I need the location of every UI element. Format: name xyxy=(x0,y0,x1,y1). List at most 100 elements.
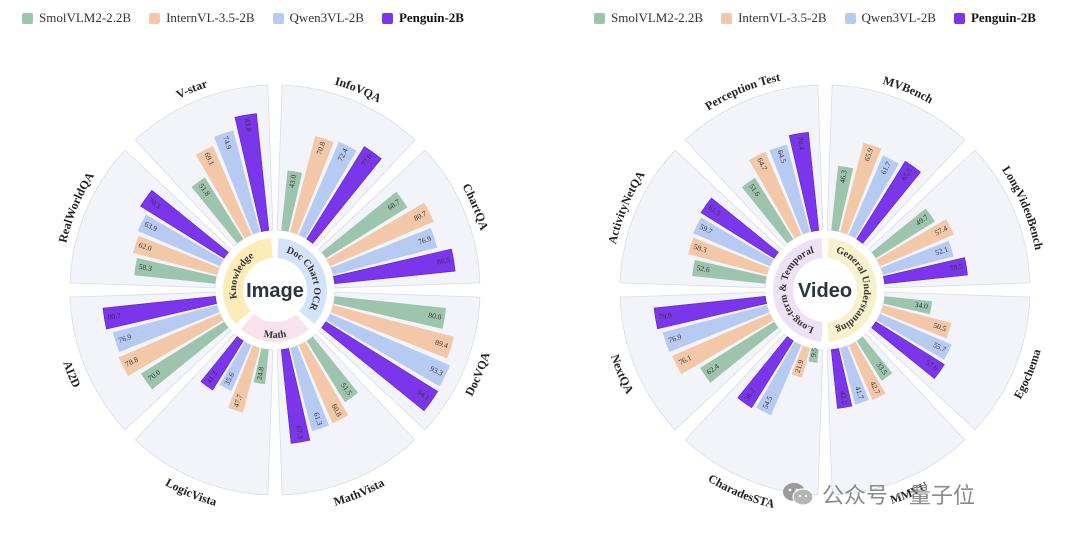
bar-perception-test-qwen3vl-2b xyxy=(769,144,810,235)
bar-activitynetqa-qwen3vl-2b xyxy=(693,217,774,267)
value-label-v-star-qwen3vl-2b: 74.9 xyxy=(221,135,234,151)
legend-swatch xyxy=(594,12,605,24)
bar-v-star-internvl-3-5-2b xyxy=(195,146,252,239)
value-label-mvbench-smolvlm2-2-2b: 46.3 xyxy=(838,169,849,184)
wechat-icon xyxy=(783,483,814,506)
value-label-perception-test-penguin-2b: 70.4 xyxy=(796,136,807,151)
bar-charadessta-smolvlm2-2-2b xyxy=(808,348,819,363)
bar-egochema-penguin-2b xyxy=(871,321,945,379)
bar-v-star-qwen3vl-2b xyxy=(214,130,260,235)
legend-swatch xyxy=(22,12,33,24)
legend-label: InternVL-3.5-2B xyxy=(738,10,827,25)
value-label-docvqa-smolvlm2-2-2b: 80.0 xyxy=(428,311,443,322)
bar-chartqa-qwen3vl-2b xyxy=(330,228,438,275)
value-label-charadessta-smolvlm2-2-2b: 9.5 xyxy=(809,347,819,358)
bar-activitynetqa-smolvlm2-2-2b xyxy=(692,259,767,284)
bar-infovqa-smolvlm2-2-2b xyxy=(281,170,303,232)
value-label-mmvu-penguin-2b: 42.2 xyxy=(838,390,849,405)
legend-item-smolvlm2-2-2b: SmolVLM2-2.2B xyxy=(594,10,703,26)
value-label-mathvista-penguin-2b: 67.3 xyxy=(294,425,305,440)
legend-item-qwen3vl-2b: Qwen3VL-2B xyxy=(272,10,364,26)
bar-mmvu-internvl-3-5-2b xyxy=(848,341,886,401)
bar-mathvista-internvl-3-5-2b xyxy=(298,341,349,424)
group-band-long-term-temporal xyxy=(773,238,823,342)
value-label-longvideobench-penguin-2b: 59.5 xyxy=(949,262,964,273)
value-label-realworldqa-smolvlm2-2-2b: 58.3 xyxy=(138,262,153,273)
bar-mathvista-smolvlm2-2-2b xyxy=(306,336,359,403)
value-label-mvbench-internvl-3-5-2b: 65.9 xyxy=(862,147,875,163)
value-label-docvqa-internvl-3-5-2b: 89.4 xyxy=(434,338,450,351)
bar-logicvista-qwen3vl-2b xyxy=(219,341,252,391)
legend-video: SmolVLM2-2.2B InternVL-3.5-2B Qwen3VL-2B Pe… xyxy=(594,10,1036,26)
value-label-longvideobench-qwen3vl-2b: 52.1 xyxy=(934,245,950,258)
value-label-mathvista-qwen3vl-2b: 61.3 xyxy=(312,411,325,427)
bar-egochema-qwen3vl-2b xyxy=(876,313,952,360)
value-label-ai2d-qwen3vl-2b: 76.9 xyxy=(117,332,133,345)
legend-label: InternVL-3.5-2B xyxy=(166,10,255,25)
value-label-mmvu-qwen3vl-2b: 41.7 xyxy=(853,385,866,401)
value-label-nextqa-penguin-2b: 79.9 xyxy=(658,310,673,321)
bar-nextqa-qwen3vl-2b xyxy=(662,305,770,352)
bar-mathvista-penguin-2b xyxy=(280,348,311,444)
legend-label: Penguin-2B xyxy=(398,10,464,25)
group-label-math: Math xyxy=(263,329,288,342)
bar-nextqa-internvl-3-5-2b xyxy=(672,313,774,375)
bar-nextqa-smolvlm2-2-2b xyxy=(699,321,779,383)
bar-mvbench-internvl-3-5-2b xyxy=(840,142,882,235)
bar-perception-test-smolvlm2-2-2b xyxy=(741,177,794,244)
bar-infovqa-qwen3vl-2b xyxy=(298,141,357,239)
bar-nextqa-penguin-2b xyxy=(653,295,767,330)
value-label-ai2d-penguin-2b: 80.7 xyxy=(107,311,122,322)
bar-longvideobench-qwen3vl-2b xyxy=(880,240,954,275)
bar-ai2d-internvl-3-5-2b xyxy=(118,313,224,377)
category-label-ai2d: AI2D xyxy=(60,359,84,390)
legend-item-internvl-3-5-2b: InternVL-3.5-2B xyxy=(149,10,255,26)
bar-docvqa-internvl-3-5-2b xyxy=(330,305,455,359)
value-label-infovqa-internvl-3-5-2b: 70.8 xyxy=(314,140,327,156)
bar-mmvu-qwen3vl-2b xyxy=(840,345,869,405)
value-label-realworldqa-internvl-3-5-2b: 62.0 xyxy=(138,240,154,253)
value-label-v-star-penguin-2b: 83.8 xyxy=(243,118,254,133)
bar-longvideobench-internvl-3-5-2b xyxy=(876,219,954,267)
bar-charadessta-penguin-2b xyxy=(737,336,794,409)
legend-swatch xyxy=(953,12,965,24)
bar-logicvista-smolvlm2-2-2b xyxy=(253,348,269,385)
bar-v-star-smolvlm2-2-2b xyxy=(191,177,244,244)
legend-item-qwen3vl-2b: Qwen3VL-2B xyxy=(844,10,936,26)
bar-activitynetqa-penguin-2b xyxy=(700,197,779,259)
center-title: Video xyxy=(798,280,852,302)
bar-logicvista-internvl-3-5-2b xyxy=(228,345,260,413)
legend-item-smolvlm2-2-2b: SmolVLM2-2.2B xyxy=(22,10,131,26)
bar-mvbench-qwen3vl-2b xyxy=(848,155,899,239)
watermark-text: 公众号 · 量子位 xyxy=(822,484,975,509)
value-label-chartqa-qwen3vl-2b: 76.9 xyxy=(417,234,433,247)
legend-swatch xyxy=(272,12,284,24)
value-label-charadessta-internvl-3-5-2b: 21.9 xyxy=(793,359,806,375)
legend-item-internvl-3-5-2b: InternVL-3.5-2B xyxy=(721,10,827,26)
bar-mathvista-qwen3vl-2b xyxy=(290,345,329,432)
legend-label: Qwen3VL-2B xyxy=(861,10,936,25)
legend-label: SmolVLM2-2.2B xyxy=(611,10,704,25)
value-label-infovqa-smolvlm2-2-2b: 43.0 xyxy=(287,174,298,189)
bar-mvbench-penguin-2b xyxy=(856,160,921,244)
bar-mvbench-smolvlm2-2-2b xyxy=(831,165,854,232)
bar-docvqa-qwen3vl-2b xyxy=(326,313,451,387)
group-band-math xyxy=(240,314,310,342)
legend-label: Qwen3VL-2B xyxy=(289,10,364,25)
value-label-activitynetqa-internvl-3-5-2b: 58.3 xyxy=(693,242,709,255)
bar-ai2d-penguin-2b xyxy=(102,295,217,330)
bar-docvqa-penguin-2b xyxy=(321,321,439,412)
bar-chartqa-smolvlm2-2-2b xyxy=(321,191,408,259)
bar-charadessta-internvl-3-5-2b xyxy=(791,345,810,378)
value-label-egochema-smolvlm2-2-2b: 34.0 xyxy=(914,300,929,311)
legend-image: SmolVLM2-2.2B InternVL-3.5-2B Qwen3VL-2B Pe… xyxy=(22,10,464,26)
bar-activitynetqa-internvl-3-5-2b xyxy=(687,237,770,275)
bar-chartqa-internvl-3-5-2b xyxy=(326,202,434,267)
legend-swatch xyxy=(381,12,393,24)
legend-label: SmolVLM2-2.2B xyxy=(39,10,132,25)
bar-v-star-penguin-2b xyxy=(234,113,270,232)
value-label-logicvista-smolvlm2-2-2b: 24.8 xyxy=(255,366,266,381)
legend-item-penguin-2b: Penguin-2B xyxy=(953,10,1036,26)
